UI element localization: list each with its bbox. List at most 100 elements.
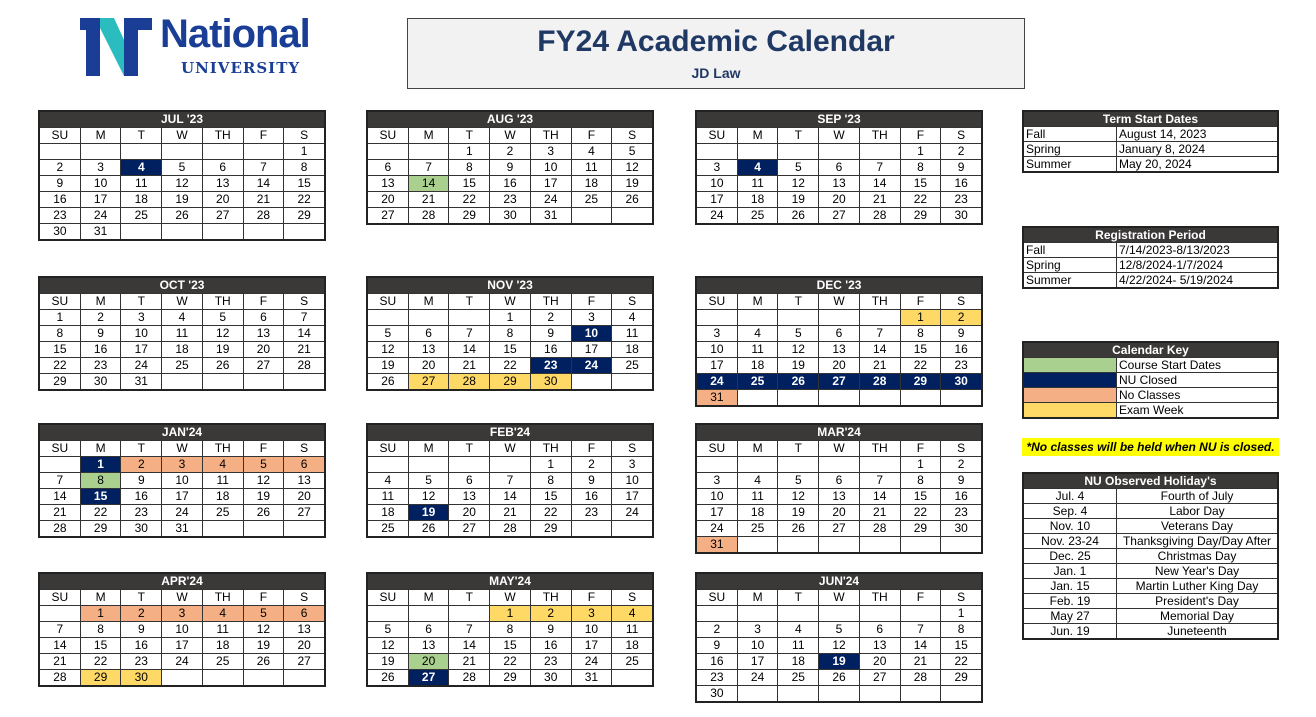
day-cell [899, 389, 942, 407]
week-row: 7 8 9 10 11 12 13 [38, 472, 326, 489]
registration-table: Registration Period Fall 7/14/2023-8/13/20… [1022, 226, 1279, 289]
day-cell [777, 536, 820, 554]
day-cell: 26 [777, 207, 820, 225]
day-cell: 5 [366, 621, 409, 638]
day-cell: 17 [570, 637, 613, 654]
day-cell: 24 [79, 207, 122, 224]
weekday-label: SU [366, 293, 409, 310]
day-cell: 20 [858, 653, 901, 670]
day-cell: 10 [529, 159, 572, 176]
day-cell: 18 [120, 191, 163, 208]
day-cell [448, 309, 491, 326]
day-cell [161, 669, 203, 687]
week-row: 5 6 7 8 9 10 11 [366, 621, 654, 638]
day-cell [736, 143, 779, 160]
weekday-label: TH [529, 293, 572, 310]
month-title: DEC '23 [695, 276, 983, 294]
day-cell: 14 [858, 488, 901, 505]
weekday-label: F [899, 440, 942, 457]
day-cell: 23 [120, 653, 163, 670]
row-label: Sep. 4 [1022, 503, 1117, 519]
weekday-label: F [242, 440, 285, 457]
day-cell: 22 [448, 191, 491, 208]
day-cell: 2 [570, 456, 613, 473]
day-cell: 6 [448, 472, 491, 489]
day-cell: 11 [201, 472, 244, 489]
day-cell: 9 [120, 621, 163, 638]
weekday-label: S [283, 589, 326, 606]
row-value: Course Start Dates [1116, 357, 1279, 373]
weekday-label: T [777, 293, 820, 310]
day-cell: 25 [611, 653, 654, 670]
day-cell: 18 [736, 357, 779, 374]
day-cell [777, 456, 820, 473]
day-cell: 24 [120, 357, 163, 374]
weekday-label: SU [695, 589, 738, 606]
day-cell: 29 [489, 373, 531, 391]
week-row: 5 6 7 8 9 10 11 [366, 325, 654, 342]
week-row: 26 27 28 29 30 31 [366, 669, 654, 687]
day-cell: 18 [736, 191, 779, 208]
week-row: 13 14 15 16 17 18 19 [366, 175, 654, 192]
weekday-label: TH [529, 589, 572, 606]
day-cell [120, 143, 163, 160]
week-row: 4 5 6 7 8 9 10 [366, 472, 654, 489]
day-cell: 7 [489, 472, 531, 489]
week-row: 16 17 18 19 20 21 22 [695, 653, 983, 670]
day-cell: 13 [818, 341, 860, 358]
day-cell: 15 [899, 488, 942, 505]
day-cell: 14 [38, 488, 81, 505]
day-cell: 4 [120, 159, 163, 176]
month-header-row: MAY'24 [366, 572, 654, 590]
day-cell: 25 [611, 357, 654, 374]
weekday-label: TH [529, 127, 572, 144]
day-cell: 10 [695, 341, 738, 358]
day-cell [736, 389, 779, 407]
day-cell: 14 [858, 175, 901, 192]
day-cell: 27 [818, 520, 860, 537]
row-value: 7/14/2023-8/13/2023 [1116, 242, 1279, 258]
day-cell: 13 [858, 637, 901, 654]
day-cell: 6 [283, 605, 326, 622]
day-cell [858, 456, 901, 473]
key-swatch [1022, 387, 1117, 403]
day-cell: 20 [201, 191, 244, 208]
day-cell: 12 [777, 175, 820, 192]
day-cell [858, 143, 901, 160]
day-cell: 10 [736, 637, 779, 654]
table-row: Summer May 20, 2024 [1022, 156, 1279, 173]
week-row: 21 22 23 24 25 26 27 [38, 504, 326, 521]
week-row: 24 25 26 27 28 29 30 [695, 373, 983, 390]
table-row: NU Closed [1022, 372, 1279, 388]
table-row: Fall August 14, 2023 [1022, 126, 1279, 142]
month-title: NOV '23 [366, 276, 654, 294]
weekday-label: S [283, 293, 326, 310]
day-cell: 13 [818, 488, 860, 505]
day-cell [736, 536, 779, 554]
day-cell: 2 [695, 621, 738, 638]
row-value: No Classes [1116, 387, 1279, 403]
day-cell: 16 [529, 341, 572, 358]
day-cell: 23 [940, 191, 983, 208]
weekday-label: W [818, 127, 860, 144]
weekday-label: T [448, 440, 491, 457]
day-cell: 26 [242, 653, 285, 670]
week-row: 14 15 16 17 18 19 20 [38, 488, 326, 505]
weekday-label: M [79, 440, 122, 457]
table-title: Term Start Dates [1022, 110, 1279, 127]
day-cell: 1 [79, 605, 122, 622]
day-cell: 17 [79, 191, 122, 208]
day-cell: 20 [818, 357, 860, 374]
day-cell: 4 [777, 621, 820, 638]
day-cell: 29 [899, 373, 942, 390]
day-cell [695, 309, 738, 326]
table-row: Summer 4/22/2024- 5/19/2024 [1022, 272, 1279, 289]
weekday-label: S [611, 293, 654, 310]
day-cell: 12 [242, 472, 285, 489]
weekday-row: SU M T W TH F S [695, 127, 983, 144]
weekday-label: T [120, 589, 163, 606]
weekday-row: SU M T W TH F S [695, 293, 983, 310]
month-header-row: AUG '23 [366, 110, 654, 128]
row-value: NU Closed [1116, 372, 1279, 388]
